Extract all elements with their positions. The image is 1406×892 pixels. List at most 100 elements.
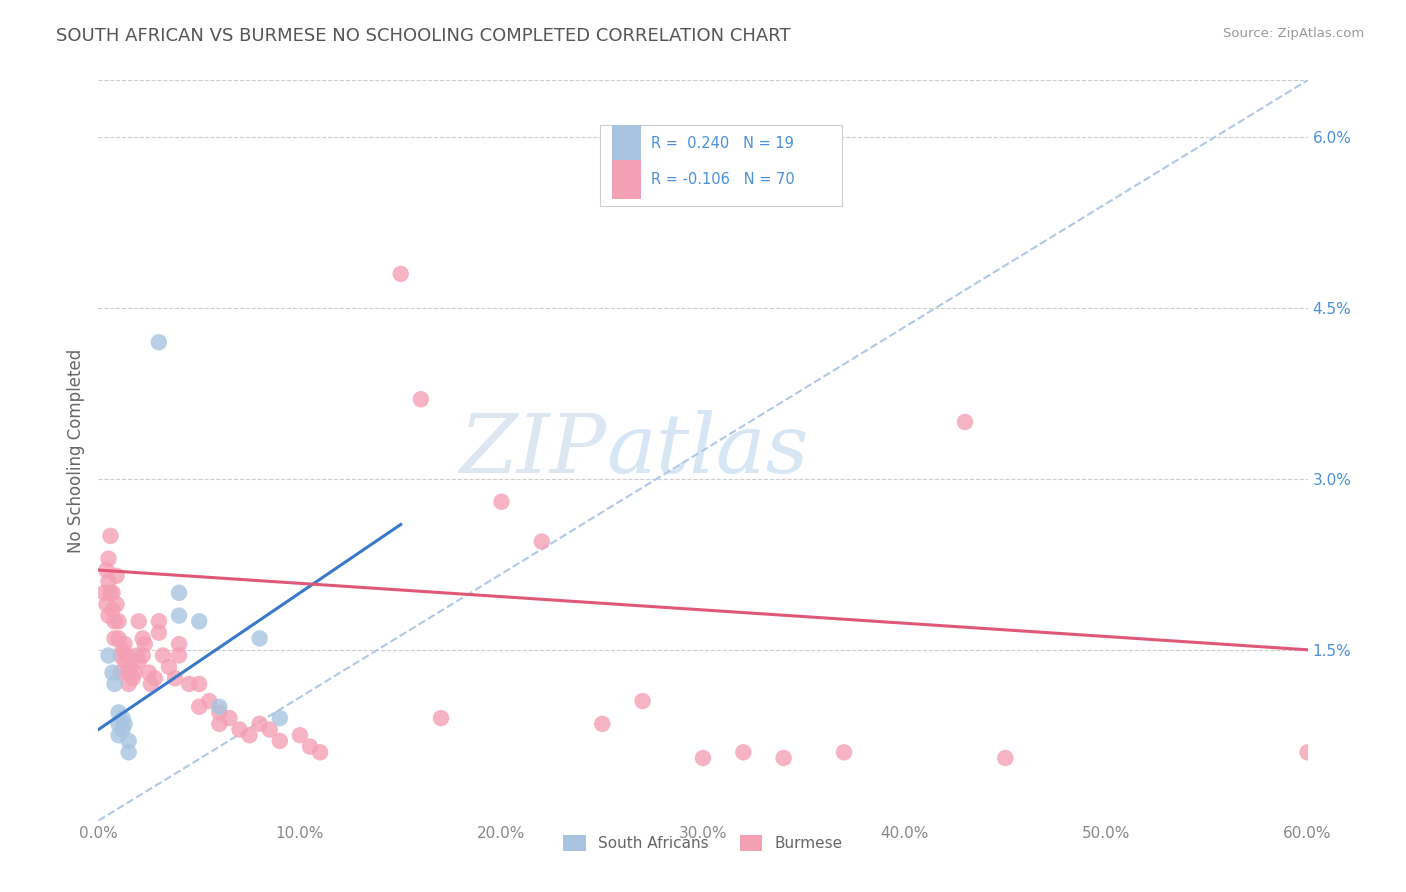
Point [167,586,190,600]
Point [96,563,118,577]
Point [163,671,186,685]
Text: SOUTH AFRICAN VS BURMESE NO SCHOOLING COMPLETED CORRELATION CHART: SOUTH AFRICAN VS BURMESE NO SCHOOLING CO… [56,27,790,45]
Point [103,615,125,629]
Point [118,745,141,759]
Point [188,615,211,629]
Point [409,392,432,407]
Point [132,648,155,663]
Point [208,706,231,720]
Text: R = -0.106   N = 70: R = -0.106 N = 70 [651,172,794,187]
Point [733,745,755,759]
Point [118,665,141,680]
FancyBboxPatch shape [613,125,641,163]
Point [148,625,170,640]
Point [111,711,134,725]
Point [832,745,855,759]
Point [530,534,553,549]
Point [93,586,115,600]
Point [134,637,156,651]
Point [148,335,170,350]
Point [249,632,271,646]
Point [288,728,311,742]
Point [309,745,332,759]
Point [152,648,174,663]
Point [107,615,129,629]
Point [111,723,134,737]
Text: Source: ZipAtlas.com: Source: ZipAtlas.com [1223,27,1364,40]
Point [107,728,129,742]
Point [115,648,138,663]
Point [208,716,231,731]
Point [591,716,613,731]
Point [103,677,125,691]
Point [105,597,128,611]
Point [111,642,134,657]
Point [208,699,231,714]
Point [120,660,142,674]
Point [100,586,122,600]
Point [1296,745,1319,759]
Point [269,734,291,748]
Point [110,665,132,680]
Point [249,716,271,731]
Text: atlas: atlas [606,410,808,491]
Point [97,648,120,663]
Point [124,665,146,680]
Point [97,551,120,566]
Point [118,734,141,748]
Point [491,494,513,508]
FancyBboxPatch shape [613,161,641,199]
Y-axis label: No Schooling Completed: No Schooling Completed [66,349,84,552]
Point [101,665,124,680]
Point [631,694,654,708]
Point [167,608,190,623]
Point [128,654,150,668]
Point [125,648,148,663]
Point [107,706,129,720]
Point [101,586,124,600]
Point [994,751,1017,765]
Point [148,615,170,629]
Point [105,568,128,582]
Point [114,654,136,668]
Point [97,608,120,623]
Point [118,677,141,691]
Point [167,648,190,663]
Point [128,615,150,629]
Point [228,723,250,737]
Point [218,711,240,725]
Point [430,711,453,725]
Point [188,677,211,691]
Point [143,671,166,685]
Point [259,723,281,737]
Text: ZIP: ZIP [460,410,606,491]
Point [96,597,118,611]
FancyBboxPatch shape [600,125,842,206]
Point [132,632,155,646]
Point [107,632,129,646]
Point [100,529,122,543]
Point [692,751,714,765]
Point [953,415,976,429]
Point [198,694,221,708]
Point [110,648,132,663]
Point [97,574,120,589]
Point [269,711,291,725]
Point [772,751,794,765]
Point [138,665,160,680]
Point [389,267,412,281]
Point [179,677,201,691]
Point [299,739,322,754]
Text: R =  0.240   N = 19: R = 0.240 N = 19 [651,136,794,152]
Point [167,637,190,651]
Point [239,728,262,742]
Point [139,677,162,691]
Point [101,603,124,617]
Point [157,660,180,674]
Point [103,632,125,646]
Point [107,716,129,731]
Point [188,699,211,714]
Point [121,671,143,685]
Legend: South Africans, Burmese: South Africans, Burmese [557,830,849,857]
Point [114,637,136,651]
